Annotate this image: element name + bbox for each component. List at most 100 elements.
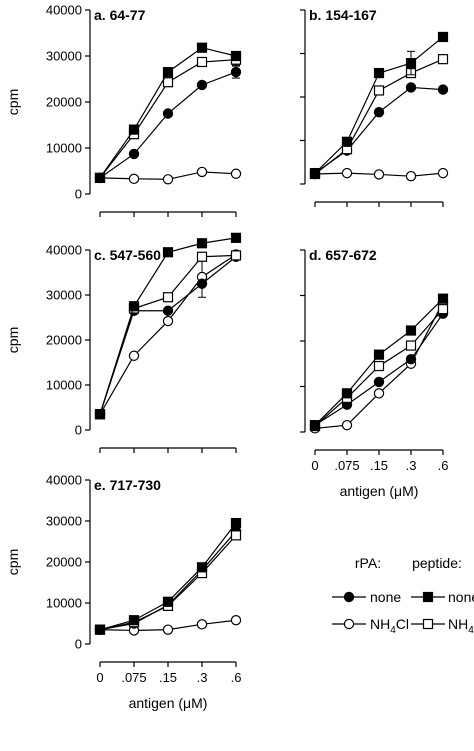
- data-point: [373, 107, 385, 118]
- series-rpa-none: [94, 251, 242, 420]
- series-rpa-none: [309, 82, 449, 179]
- data-point: [162, 66, 174, 78]
- panel-2: b. 154-167: [300, 7, 449, 207]
- data-point: [341, 388, 353, 399]
- data-point: [341, 136, 353, 147]
- data-point: [230, 232, 242, 243]
- data-point: [94, 624, 106, 635]
- data-point: [373, 169, 385, 180]
- legend-label-rpa-none: none: [370, 589, 401, 605]
- series-pep-none: [309, 31, 449, 179]
- y-tick-label: 20000: [46, 333, 82, 348]
- data-point: [373, 349, 385, 360]
- data-point: [405, 354, 417, 365]
- legend: rPA: peptide: none none NH4Cl NH4Cl: [332, 555, 474, 636]
- series-line: [99, 256, 237, 415]
- series-line: [99, 530, 237, 631]
- panel-3: 0 10000 20000 30000 40000 c. 547-560 cpm: [5, 232, 242, 453]
- data-point: [373, 376, 385, 388]
- x-tick-label: .075: [334, 458, 359, 473]
- y-tick-label: 40000: [46, 3, 82, 18]
- series-line: [314, 86, 444, 174]
- data-point: [437, 304, 449, 315]
- data-point: [230, 615, 242, 626]
- series-line: [99, 71, 237, 179]
- data-point: [162, 596, 174, 607]
- data-point: [437, 31, 449, 43]
- x-tick-label: .075: [121, 670, 146, 685]
- data-point: [196, 238, 208, 249]
- data-point: [196, 251, 208, 262]
- y-tick-label: 0: [75, 637, 82, 652]
- legend-label-peptide-nh4cl: NH4Cl: [448, 616, 474, 636]
- data-point: [94, 409, 106, 420]
- y-tick-label: 0: [75, 423, 82, 438]
- data-point: [437, 84, 449, 95]
- data-point: [196, 56, 208, 68]
- series-line: [314, 36, 444, 174]
- data-point: [405, 57, 417, 69]
- series-pep-none: [309, 293, 449, 431]
- data-point: [405, 82, 417, 93]
- data-point: [230, 66, 242, 78]
- x-tick-label: .6: [231, 670, 242, 685]
- series-line: [99, 522, 237, 631]
- x-tick-label: .15: [159, 670, 177, 685]
- legend-entry-peptide-nh4cl: NH4Cl: [411, 616, 474, 636]
- data-point: [309, 420, 321, 431]
- data-point: [230, 50, 242, 62]
- panel-title: c. 547-560: [94, 247, 161, 263]
- data-point: [196, 278, 208, 289]
- panel-title: a. 64-77: [94, 7, 146, 23]
- data-point: [94, 172, 106, 183]
- series-rpa-none: [94, 526, 242, 635]
- data-point: [128, 350, 140, 361]
- data-point: [373, 388, 385, 399]
- data-point: [437, 54, 449, 65]
- data-point: [128, 124, 140, 135]
- data-point: [405, 340, 417, 351]
- chart-panels: 0 10000 20000 30000 40000 a. 64-77 cpm b. 154-1…: [5, 3, 448, 712]
- data-point: [309, 168, 321, 179]
- legend-marker-peptide-none: [422, 591, 434, 603]
- panel-title: d. 657-672: [309, 247, 377, 263]
- data-point: [230, 517, 242, 529]
- series-line: [99, 254, 237, 415]
- data-point: [128, 615, 140, 626]
- data-point: [341, 419, 353, 431]
- y-axis-label: cpm: [5, 327, 21, 353]
- data-point: [373, 360, 385, 372]
- data-point: [162, 305, 174, 316]
- legend-marker-rpa-nh4cl: [343, 618, 355, 630]
- legend-group-peptide: peptide:: [412, 555, 462, 571]
- data-point: [230, 250, 242, 261]
- data-point: [437, 293, 449, 304]
- data-point: [196, 79, 208, 91]
- y-axis-label: cpm: [5, 89, 21, 115]
- data-point: [196, 166, 208, 178]
- panel-1: 0 10000 20000 30000 40000 a. 64-77 cpm: [5, 3, 242, 217]
- y-tick-label: 0: [75, 187, 82, 202]
- data-point: [405, 325, 417, 336]
- data-point: [373, 67, 385, 79]
- x-tick-label: .3: [197, 670, 208, 685]
- series-rpa-nh4cl: [94, 166, 242, 185]
- x-tick-label: .6: [438, 458, 449, 473]
- series-line: [99, 253, 237, 415]
- data-point: [162, 292, 174, 303]
- data-point: [162, 108, 174, 119]
- series-pep-none: [94, 232, 242, 420]
- x-tick-label: 0: [311, 458, 318, 473]
- panel-title: b. 154-167: [309, 7, 377, 23]
- series-rpa-nh4cl: [309, 167, 449, 182]
- legend-entry-rpa-none: none: [332, 589, 401, 605]
- data-point: [162, 77, 174, 88]
- y-tick-label: 30000: [46, 49, 82, 64]
- data-point: [162, 174, 174, 185]
- data-point: [128, 301, 140, 312]
- legend-group-rpa: rPA:: [355, 555, 381, 571]
- y-tick-label: 10000: [46, 596, 82, 611]
- data-point: [437, 167, 449, 179]
- series-pep-none: [94, 42, 242, 183]
